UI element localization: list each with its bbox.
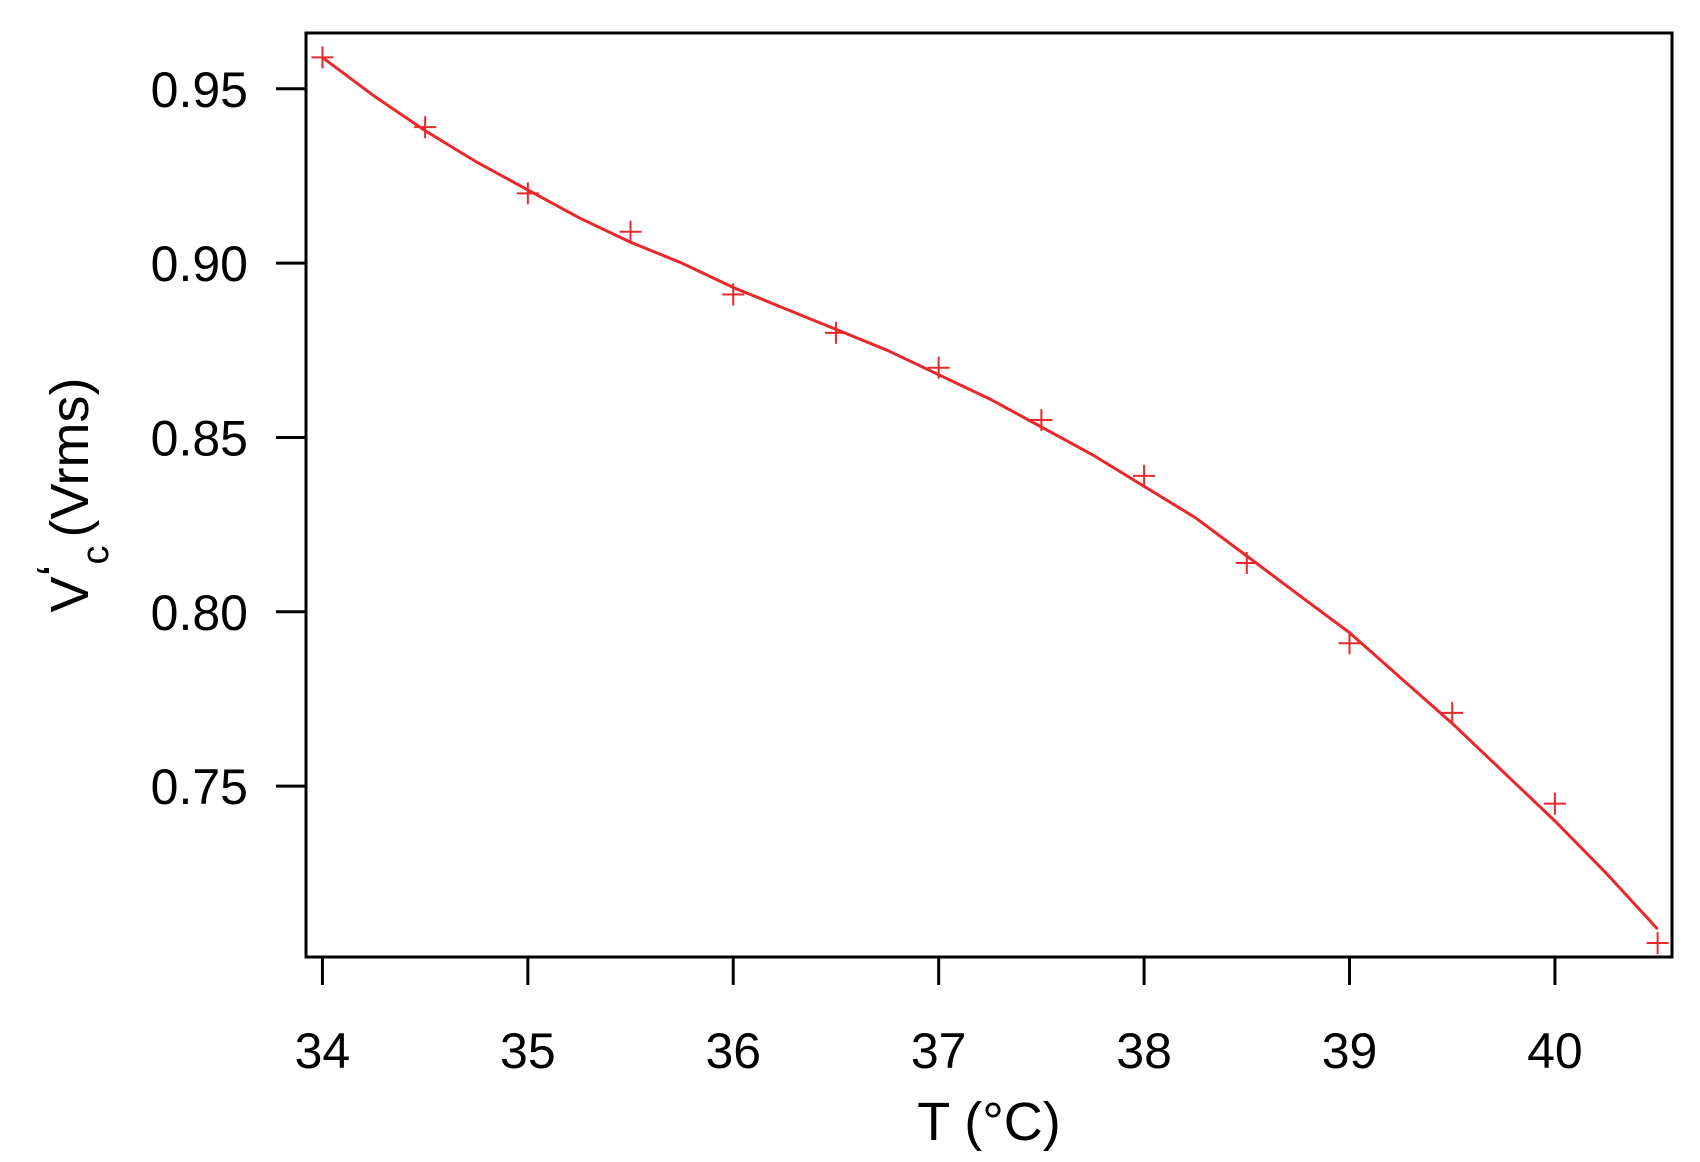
data-point-marker xyxy=(1543,792,1566,815)
plot-frame xyxy=(304,31,1674,959)
y-axis: 0.75 0.80 0.85 0.90 0.95 xyxy=(151,62,306,815)
y-tick-label: 0.90 xyxy=(151,236,248,292)
data-point-marker xyxy=(927,356,950,379)
fit-curve xyxy=(321,56,1659,931)
x-tick-label: 40 xyxy=(1527,1023,1583,1079)
y-tick-label: 0.95 xyxy=(151,62,248,118)
y-tick-label: 0.85 xyxy=(151,410,248,466)
data-point-marker xyxy=(824,321,847,344)
data-point-marker xyxy=(1441,701,1464,724)
data-point-marker xyxy=(1133,464,1156,487)
data-point-marker xyxy=(1030,409,1053,432)
y-axis-label-main: V xyxy=(40,576,100,612)
data-point-marker xyxy=(1646,932,1669,955)
x-tick-label: 34 xyxy=(295,1023,351,1079)
x-tick-label: 37 xyxy=(911,1023,967,1079)
y-axis-label-subscript: c xyxy=(75,545,117,564)
y-axis-label-prime: ‘ xyxy=(26,564,86,576)
data-point-marker xyxy=(722,283,745,306)
data-point-marker xyxy=(311,46,334,69)
data-point-marker xyxy=(619,220,642,243)
data-point-marker xyxy=(414,116,437,139)
x-tick-label: 39 xyxy=(1322,1023,1378,1079)
y-axis-label-unit: (Vrms) xyxy=(40,378,100,538)
x-tick-label: 35 xyxy=(500,1023,556,1079)
data-point-marker xyxy=(516,182,539,205)
x-tick-label: 38 xyxy=(1116,1023,1172,1079)
y-tick-label: 0.80 xyxy=(151,585,248,641)
x-axis-label: T (°C) xyxy=(917,1092,1061,1152)
data-point-marker xyxy=(1235,551,1258,574)
y-axis-label: V‘c (Vrms) xyxy=(26,378,117,613)
y-tick-label: 0.75 xyxy=(151,759,248,815)
data-point-marker xyxy=(1338,632,1361,655)
plot-area xyxy=(304,31,1674,959)
series-group xyxy=(311,46,1669,955)
x-axis: 34 35 36 37 38 39 40 xyxy=(295,957,1583,1079)
x-tick-label: 36 xyxy=(705,1023,761,1079)
